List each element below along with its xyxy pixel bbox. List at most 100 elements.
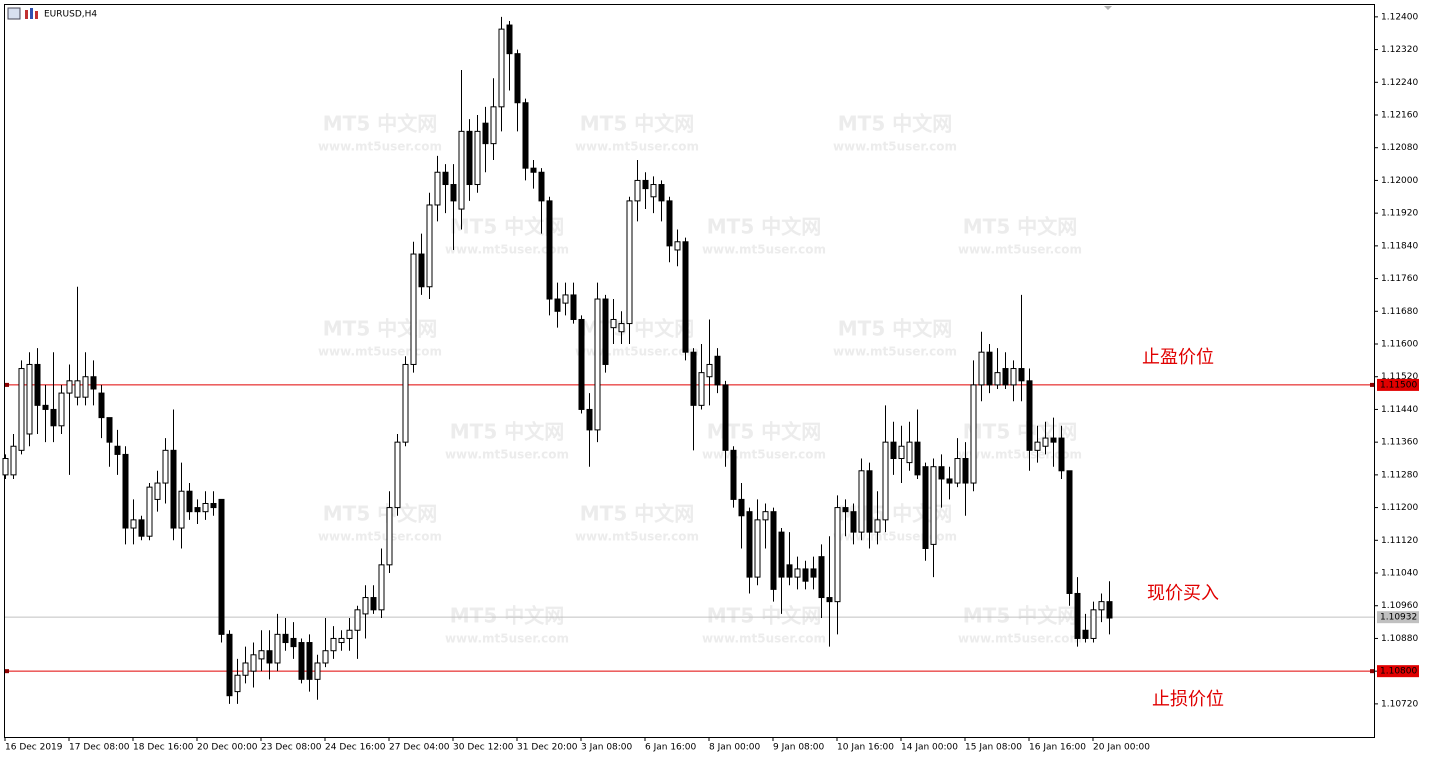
- candle-body: [466, 130, 473, 186]
- candle-body: [938, 466, 945, 480]
- candle-body: [162, 449, 169, 484]
- x-tick-label: 31 Dec 20:00: [517, 743, 578, 753]
- candle-body: [426, 204, 433, 288]
- candle-body: [634, 179, 641, 202]
- candle-body: [1082, 629, 1089, 639]
- watermark-title: MT5 中文网: [450, 604, 564, 628]
- candle-body: [554, 298, 561, 312]
- candle-body: [338, 637, 345, 644]
- y-tick-label: 1.11520: [1381, 372, 1418, 382]
- watermark-url: www.mt5user.com: [575, 140, 699, 154]
- candle-body: [298, 642, 305, 680]
- candle-body: [170, 449, 177, 529]
- candle-body: [114, 445, 121, 455]
- candle-body: [530, 167, 537, 173]
- candle-body: [82, 376, 89, 398]
- candle-body: [386, 507, 393, 566]
- candle-body: [130, 519, 137, 529]
- candle-body: [90, 376, 97, 390]
- y-tick-label: 1.11600: [1381, 340, 1418, 350]
- candle-body: [770, 511, 777, 590]
- candle-body: [610, 318, 617, 329]
- x-tick-label: 18 Dec 16:00: [133, 743, 194, 753]
- watermark-title: MT5 中文网: [450, 420, 564, 444]
- x-tick-label: 16 Jan 16:00: [1029, 743, 1086, 753]
- level-marker: [5, 382, 9, 387]
- candle-body: [178, 490, 185, 529]
- candle-body: [946, 478, 953, 484]
- candle-body: [970, 384, 977, 484]
- x-tick-label: 30 Dec 12:00: [453, 743, 514, 753]
- candle-body: [626, 200, 633, 325]
- y-tick-label: 1.11760: [1381, 274, 1418, 284]
- price-tag: [1377, 611, 1419, 624]
- candle-body: [962, 458, 969, 484]
- watermark-title: MT5 中文网: [707, 604, 821, 628]
- candle-body: [858, 470, 865, 533]
- watermark-url: www.mt5user.com: [445, 632, 569, 646]
- watermark-title: MT5 中文网: [580, 502, 694, 526]
- candle-body: [314, 662, 321, 680]
- y-tick-label: 1.10960: [1381, 601, 1418, 611]
- candle-body: [66, 380, 73, 394]
- candle-body: [922, 466, 929, 549]
- candle-body: [834, 507, 841, 603]
- level-marker: [5, 669, 9, 674]
- y-tick-label: 1.12320: [1381, 45, 1418, 55]
- candle-body: [234, 674, 241, 693]
- x-tick-label: 10 Jan 16:00: [837, 743, 894, 753]
- watermark-url: www.mt5user.com: [958, 448, 1082, 462]
- candle-body: [394, 441, 401, 509]
- candle-body: [10, 445, 17, 476]
- candle-body: [122, 453, 129, 529]
- candle-body: [826, 597, 833, 603]
- watermark-url: www.mt5user.com: [702, 243, 826, 257]
- candle-body: [570, 294, 577, 320]
- candle-body: [266, 650, 273, 664]
- candle-body: [1042, 437, 1049, 447]
- candle-body: [618, 323, 625, 333]
- level-note: 止盈价位: [1142, 347, 1214, 368]
- shift-marker: [1104, 6, 1112, 10]
- y-tick-label: 1.12400: [1381, 12, 1418, 22]
- price-tag-label: 1.10932: [1380, 613, 1417, 623]
- candle-body: [1010, 368, 1017, 386]
- y-tick-label: 1.11120: [1381, 536, 1418, 546]
- candle-body: [418, 253, 425, 288]
- level-marker: [1370, 669, 1374, 674]
- candle-body: [474, 130, 481, 186]
- candle-body: [490, 106, 497, 145]
- y-tick-label: 1.12080: [1381, 143, 1418, 153]
- candle-body: [362, 597, 369, 615]
- candle-body: [210, 502, 217, 509]
- watermark-title: MT5 中文网: [963, 420, 1077, 444]
- chart-title: EURUSD,H4: [44, 10, 97, 20]
- candle-body: [1018, 368, 1025, 382]
- plot: 1.12400 1.12320 1.12240 1.12160 1.12080 1.120…: [2, 12, 1419, 753]
- candle-body: [306, 642, 313, 680]
- candle-body: [1074, 592, 1081, 639]
- candle-body: [730, 449, 737, 500]
- y-tick-label: 1.11200: [1381, 503, 1418, 513]
- y-tick-label: 1.10720: [1381, 699, 1418, 709]
- candle-body: [42, 404, 49, 410]
- y-tick-label: 1.10880: [1381, 634, 1418, 644]
- candle-body: [850, 511, 857, 533]
- candle-body: [282, 633, 289, 644]
- candle-body: [242, 662, 249, 676]
- candle-body: [34, 363, 41, 406]
- candle-body: [818, 556, 825, 599]
- x-tick-label: 8 Jan 00:00: [709, 743, 761, 753]
- candle-body: [1098, 601, 1105, 611]
- candle-body: [74, 380, 81, 398]
- candle-body: [218, 498, 225, 635]
- candle-body: [722, 384, 729, 451]
- candle-body: [458, 130, 465, 210]
- watermark-url: www.mt5user.com: [833, 140, 957, 154]
- candle-body: [50, 408, 57, 427]
- level-note: 现价买入: [1147, 583, 1219, 604]
- candle-body: [442, 171, 449, 186]
- watermark-url: www.mt5user.com: [702, 632, 826, 646]
- candle-body: [98, 392, 105, 419]
